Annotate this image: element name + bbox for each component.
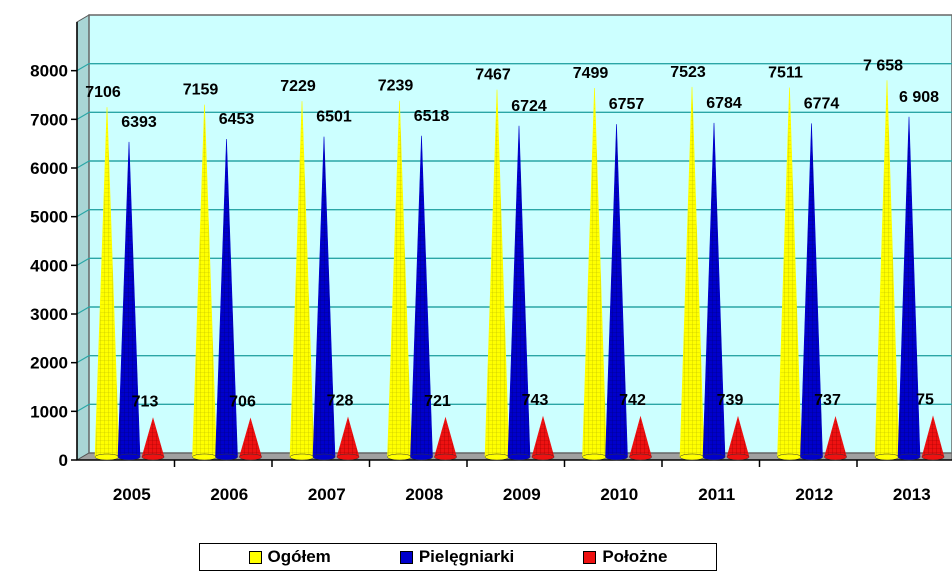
x-tick-label: 2009 [503,485,541,504]
bar-base-2009 [531,453,555,461]
data-label: 6724 [511,98,547,115]
bar-base-2010 [629,453,652,461]
gridline-side [76,257,90,266]
legend-item-pielegniarki: Pielęgniarki [399,547,515,567]
y-tick-label: 2000 [30,354,68,373]
data-label: 6501 [316,109,352,126]
data-label: 742 [619,392,646,409]
bar-base-2013 [897,453,921,461]
legend-swatch-ogolem [248,550,262,564]
data-label: 7511 [768,64,803,81]
legend-item-polozne: Położne [583,547,667,567]
data-label: 7239 [378,78,414,95]
legend-item-ogolem: Ogółem [248,547,331,567]
x-tick-label: 2005 [113,485,151,504]
gridline-side [76,160,90,169]
data-label: 7229 [280,78,316,95]
bar-base-2005 [141,453,165,461]
data-label: 6393 [121,114,157,131]
data-label: 7467 [475,67,511,84]
data-label: 6453 [219,111,255,128]
gridline-side [76,403,90,412]
x-tick-label: 2013 [893,485,931,504]
bar-base-2009 [507,453,531,461]
y-tick-label: 1000 [30,402,68,421]
bar-base-2008 [387,453,412,461]
bar-base-2008 [434,453,457,461]
bar-base-2013 [874,453,900,461]
bar-base-2013 [921,453,945,461]
legend-label-ogolem: Ogółem [267,547,331,566]
bar-base-2005 [117,453,141,461]
data-label: 706 [229,394,256,411]
data-label: 7106 [85,84,121,101]
x-tick-label: 2008 [405,485,443,504]
x-tick-label: 2010 [600,485,638,504]
bar-base-2012 [824,453,847,461]
x-tick-label: 2007 [308,485,346,504]
data-label: 7499 [573,65,609,82]
data-label: 737 [814,392,841,409]
bar-base-2011 [726,453,750,461]
y-tick-label: 3000 [30,305,68,324]
data-label: 6784 [706,95,742,112]
legend-swatch-pielegniarki [399,550,413,564]
bar-base-2012 [800,453,823,461]
data-label: 739 [717,392,744,409]
bar-base-2010 [605,453,628,461]
legend-label-pielegniarki: Pielęgniarki [418,547,515,566]
data-label: 6518 [414,108,450,125]
legend-swatch-polozne [583,550,597,564]
y-tick-label: 5000 [30,208,68,227]
data-label: 7159 [183,82,219,99]
y-tick-label: 4000 [30,256,68,275]
data-label: 6774 [804,95,840,112]
y-tick-label: 7000 [30,110,68,129]
bar-base-2006 [215,453,238,461]
data-label: 713 [132,393,159,410]
data-label: 728 [327,393,354,410]
bar-base-2011 [679,453,705,461]
x-tick-label: 2006 [210,485,248,504]
data-label: 7523 [670,64,706,81]
y-tick-label: 8000 [30,62,68,81]
plot-side-wall [76,14,90,461]
y-tick-label: 0 [59,451,68,470]
y-tick-label: 6000 [30,159,68,178]
bar-base-2009 [484,453,510,461]
gridline-side [76,209,90,218]
legend: Ogółem Pielęgniarki Położne [199,543,717,571]
data-label: 721 [424,393,451,410]
bar-base-2005 [94,453,120,461]
x-tick-label: 2012 [795,485,833,504]
legend-label-polozne: Położne [602,547,668,566]
gridline-side [76,111,90,120]
data-label: 75 [916,392,934,409]
gridline-side [76,306,90,315]
bar-base-2007 [336,453,360,461]
data-label: 743 [522,392,549,409]
x-tick-label: 2011 [698,485,735,504]
data-label: 6 908 [899,89,939,106]
gridline-side [76,63,90,72]
bar-base-2006 [192,453,217,461]
bar-base-2011 [702,453,726,461]
bar-base-2008 [410,453,433,461]
bar-base-2007 [312,453,336,461]
data-label: 6757 [609,96,645,113]
bar-base-2010 [582,453,607,461]
bar-base-2006 [239,453,262,461]
data-label: 7 658 [863,57,903,74]
bar-base-2012 [777,453,802,461]
gridline-side [76,355,90,364]
bar-base-2007 [289,453,315,461]
